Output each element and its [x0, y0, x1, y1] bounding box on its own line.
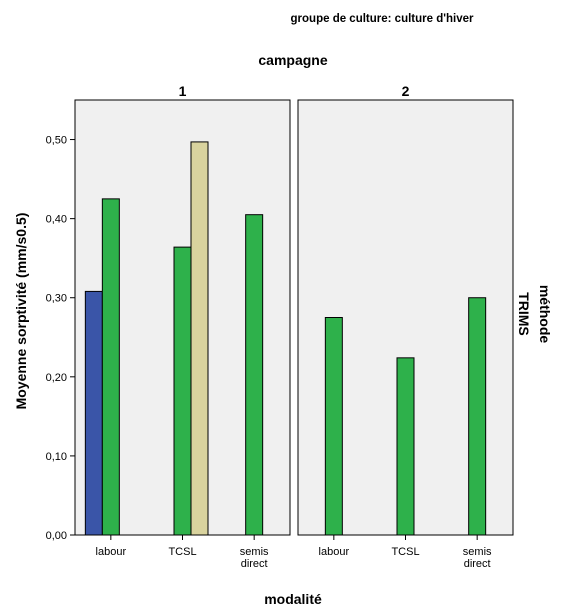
x-tick-label: labour	[319, 546, 350, 558]
column-header: campagne	[258, 52, 327, 68]
x-tick-label: semis	[240, 546, 269, 558]
x-tick-label: direct	[241, 558, 268, 570]
bar	[101, 198, 120, 536]
y-tick-label: 0,50	[46, 135, 67, 147]
figure-title: groupe de culture: culture d'hiver	[291, 13, 474, 25]
row-header-line2: TRIMS	[516, 292, 532, 336]
x-axis-label: modalité	[264, 591, 322, 607]
bar	[84, 290, 103, 536]
bar	[190, 141, 209, 536]
bar	[324, 317, 343, 536]
panel-2-label: 2	[402, 83, 410, 99]
bar	[396, 357, 415, 536]
x-tick-label: TCSL	[391, 546, 419, 558]
y-tick-label: 0,40	[46, 214, 67, 226]
plot-area: 0,00 0,10 0,20 0,30 0,40 0,50 1 labour TCSL semis…	[46, 83, 514, 570]
y-tick-label: 0,00	[46, 530, 67, 542]
row-header-line1: méthode	[537, 285, 553, 344]
x-tick-label: labour	[96, 546, 127, 558]
x-tick-label: semis	[463, 546, 492, 558]
y-tick-label: 0,30	[46, 293, 67, 305]
y-axis-label: Moyenne sorptivité (mm/s0.5)	[13, 213, 29, 410]
x-tick-label: TCSL	[168, 546, 196, 558]
x-tick-label: direct	[464, 558, 491, 570]
panel-1-label: 1	[179, 83, 187, 99]
bar	[245, 214, 264, 536]
y-tick-label: 0,10	[46, 451, 67, 463]
bar	[173, 246, 192, 536]
y-tick-label: 0,20	[46, 372, 67, 384]
bar	[468, 297, 487, 536]
